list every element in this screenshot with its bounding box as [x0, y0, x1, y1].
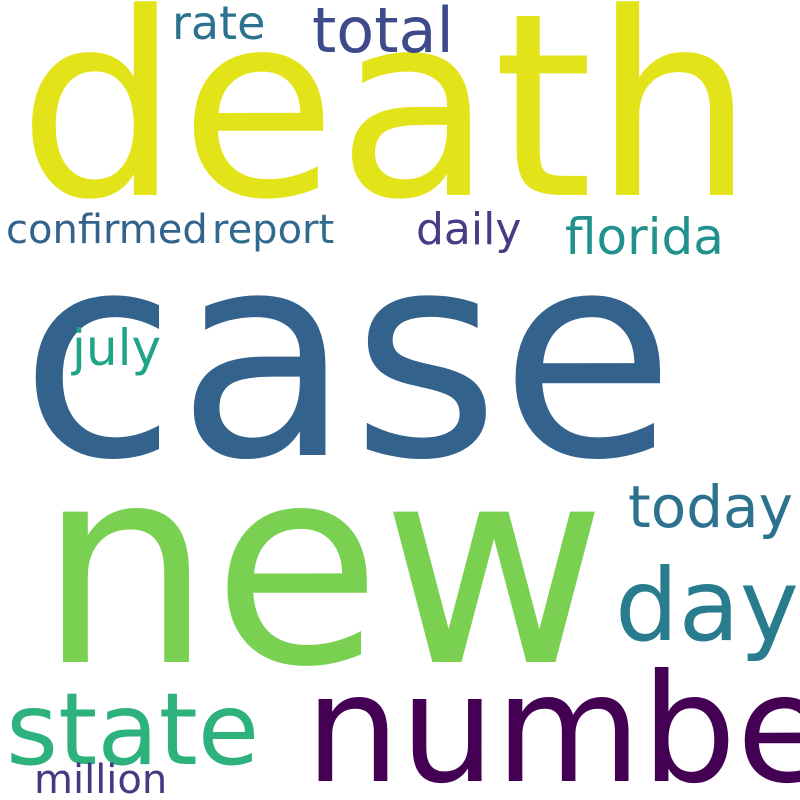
- word-death: death: [18, 0, 755, 256]
- word-report: report: [212, 207, 335, 253]
- word-number: number: [305, 643, 800, 800]
- word-today: today: [628, 473, 793, 541]
- word-state: state: [6, 671, 260, 788]
- word-rate: rate: [172, 0, 266, 50]
- word-day: day: [615, 547, 799, 664]
- word-confirmed: confirmed: [6, 207, 208, 253]
- word-million: million: [34, 757, 168, 800]
- word-total: total: [312, 0, 454, 67]
- word-florida: florida: [565, 208, 724, 266]
- word-new: new: [38, 407, 607, 727]
- word-case: case: [20, 191, 676, 523]
- word-daily: daily: [416, 204, 522, 255]
- word-july: july: [72, 319, 162, 377]
